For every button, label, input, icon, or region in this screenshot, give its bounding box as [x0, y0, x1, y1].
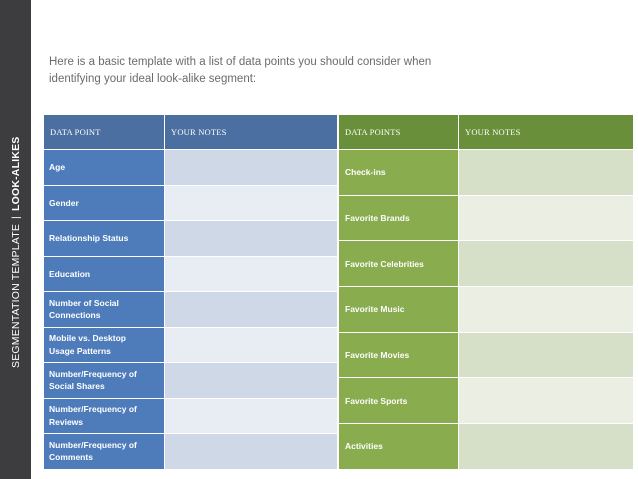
table-row: Favorite Brands: [338, 194, 634, 242]
table-row: Favorite Music: [338, 286, 634, 333]
table-row: Activities: [338, 423, 634, 470]
data-point-label: Activities: [338, 423, 459, 470]
notes-cell[interactable]: [164, 397, 338, 434]
notes-cell[interactable]: [164, 291, 338, 328]
notes-cell[interactable]: [164, 149, 338, 186]
data-point-table-right: DATA POINTS YOUR NOTES Check-ins Favorit…: [338, 114, 634, 470]
data-point-label: Favorite Celebrities: [338, 240, 459, 288]
data-point-label: Number/Frequency of Comments: [43, 433, 165, 470]
table-row: Favorite Movies: [338, 331, 634, 379]
data-point-label: Number of Social Connections: [43, 291, 165, 328]
table-row: Number/Frequency of Reviews: [43, 397, 338, 434]
table-row: Favorite Sports: [338, 377, 634, 425]
label-line: Number of Social: [49, 297, 119, 308]
table-row: Relationship Status: [43, 220, 338, 257]
notes-cell[interactable]: [458, 377, 634, 425]
notes-cell[interactable]: [164, 433, 338, 470]
data-point-label: Favorite Sports: [338, 377, 459, 425]
label-line: Number/Frequency of: [49, 439, 137, 450]
data-point-label: Number/Frequency of Social Shares: [43, 362, 165, 399]
table-header-row: DATA POINTS YOUR NOTES: [338, 114, 634, 150]
label-line: Gender: [49, 197, 79, 208]
notes-cell[interactable]: [164, 255, 338, 292]
label-line: Social Shares: [49, 381, 105, 392]
data-point-label: Number/Frequency of Reviews: [43, 397, 165, 434]
data-point-label: Education: [43, 255, 165, 292]
table-row: Number/Frequency of Comments: [43, 433, 338, 470]
data-point-label: Favorite Movies: [338, 331, 459, 379]
notes-cell[interactable]: [458, 286, 634, 333]
data-point-label: Gender: [43, 184, 165, 221]
label-line: Number/Frequency of: [49, 404, 137, 415]
table-row: Number of Social Connections: [43, 291, 338, 328]
table-header-row: DATA POINT YOUR NOTES: [43, 114, 338, 150]
column-header-data-point: DATA POINT: [43, 114, 165, 150]
intro-line-1: Here is a basic template with a list of …: [49, 56, 432, 68]
column-header-your-notes: YOUR NOTES: [164, 114, 338, 150]
column-header-data-points: DATA POINTS: [338, 114, 459, 150]
data-point-label: Favorite Music: [338, 286, 459, 333]
sidebar-title-bold: LOOK-ALIKES: [10, 136, 22, 212]
label-line: Usage Patterns: [49, 345, 111, 356]
table-row: Education: [43, 255, 338, 292]
data-point-label: Check-ins: [338, 149, 459, 196]
label-line: Mobile vs. Desktop: [49, 333, 126, 344]
label-line: Connections: [49, 310, 101, 321]
label-line: Relationship Status: [49, 233, 129, 243]
notes-cell[interactable]: [164, 184, 338, 221]
notes-cell[interactable]: [458, 240, 634, 288]
sidebar-title-light: SEGMENTATION TEMPLATE: [10, 223, 22, 368]
label-line: Number/Frequency of: [49, 368, 137, 379]
column-header-your-notes: YOUR NOTES: [458, 114, 634, 150]
data-point-label: Mobile vs. Desktop Usage Patterns: [43, 326, 165, 363]
notes-cell[interactable]: [164, 220, 338, 257]
notes-cell[interactable]: [458, 149, 634, 196]
data-point-label: Age: [43, 149, 165, 186]
data-point-table-left: DATA POINT YOUR NOTES Age Gender Relatio…: [43, 114, 338, 470]
notes-cell[interactable]: [164, 326, 338, 363]
intro-text: Here is a basic template with a list of …: [49, 54, 499, 88]
label-line: Comments: [49, 452, 93, 463]
label-line: Reviews: [49, 416, 84, 427]
notes-cell[interactable]: [458, 423, 634, 470]
table-row: Age: [43, 149, 338, 186]
notes-cell[interactable]: [458, 331, 634, 379]
label-line: Education: [49, 268, 91, 279]
notes-cell[interactable]: [458, 194, 634, 242]
sidebar: SEGMENTATION TEMPLATE | LOOK-ALIKES: [0, 0, 31, 479]
data-point-label: Relationship Status: [43, 220, 165, 257]
table-row: Check-ins: [338, 149, 634, 196]
table-row: Number/Frequency of Social Shares: [43, 362, 338, 399]
table-row: Mobile vs. Desktop Usage Patterns: [43, 326, 338, 363]
label-line: Age: [49, 162, 66, 172]
data-point-label: Favorite Brands: [338, 194, 459, 242]
notes-cell[interactable]: [164, 362, 338, 399]
intro-line-2: identifying your ideal look-alike segmen…: [49, 73, 257, 85]
sidebar-title: SEGMENTATION TEMPLATE | LOOK-ALIKES: [6, 108, 26, 369]
table-row: Favorite Celebrities: [338, 240, 634, 288]
sidebar-title-separator: |: [10, 216, 22, 219]
table-row: Gender: [43, 184, 338, 221]
